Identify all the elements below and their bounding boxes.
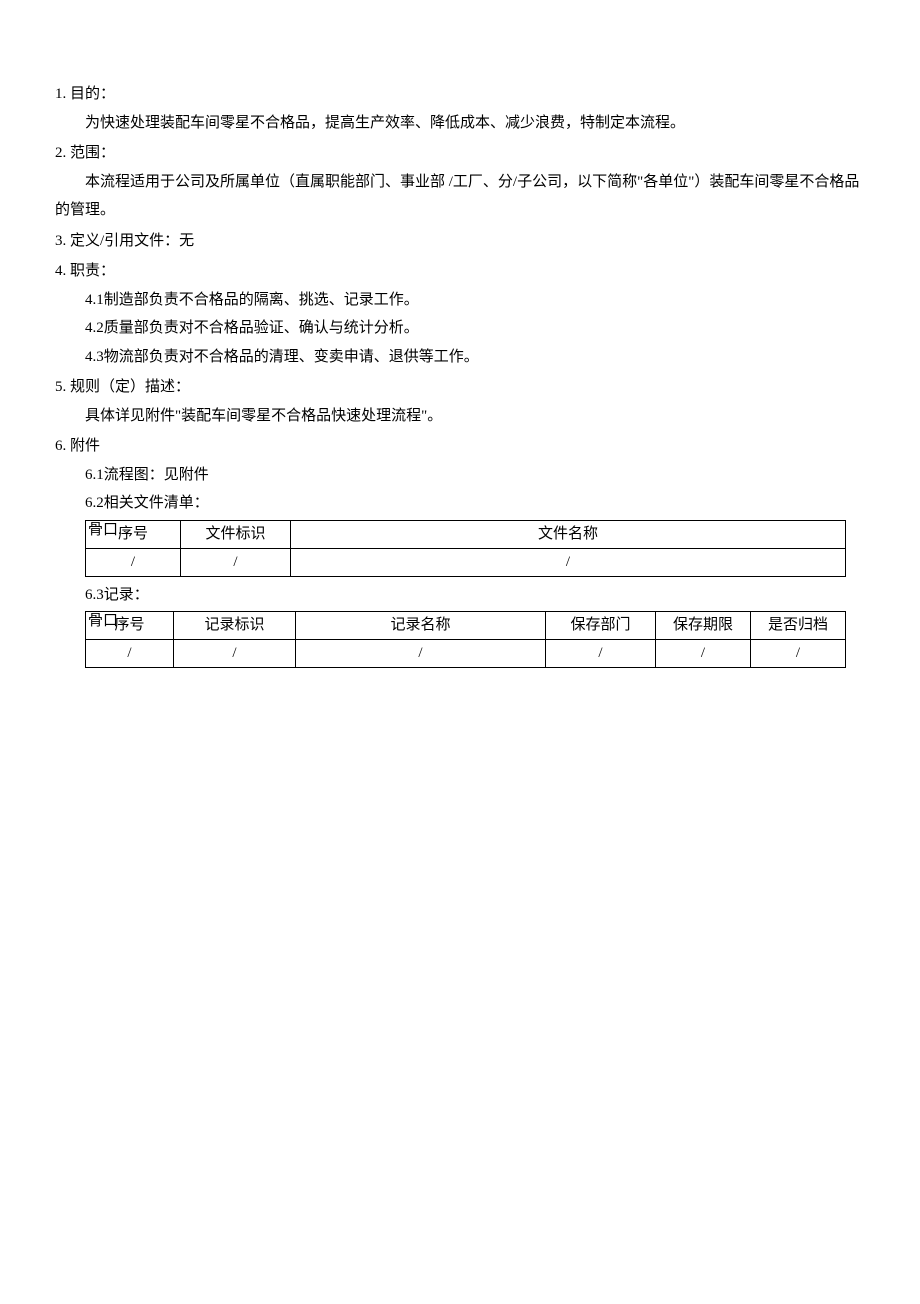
section-6-sub1: 6.1流程图：见附件 (55, 461, 865, 490)
section-4: 4. 职责： 4.1制造部负责不合格品的隔离、挑选、记录工作。 4.2质量部负责… (55, 257, 865, 371)
section-6-heading: 6. 附件 (55, 432, 865, 461)
section-6-sub2: 6.2相关文件清单： (55, 489, 865, 518)
section-4-item-2: 4.2质量部负责对不合格品验证、确认与统计分析。 (55, 314, 865, 343)
section-6-sub3: 6.3记录： (55, 581, 865, 610)
section-4-item-3: 4.3物流部负责对不合格品的清理、变卖申请、退供等工作。 (55, 343, 865, 372)
section-1-body: 为快速处理装配车间零星不合格品，提高生产效率、降低成本、减少浪费，特制定本流程。 (55, 109, 865, 138)
section-3: 3. 定义/引用文件：无 (55, 227, 865, 256)
section-5-heading: 5. 规则（定）描述： (55, 373, 865, 402)
table-header-cell: 记录名称 (296, 612, 546, 640)
table-row: / / / (86, 548, 846, 576)
table-cell: / (751, 640, 846, 668)
table-cell: / (174, 640, 296, 668)
section-5-body: 具体详见附件"装配车间零星不合格品快速处理流程"。 (55, 402, 865, 431)
table-header-cell: 文件名称 (291, 520, 846, 548)
table-header-cell: 是否归档 (751, 612, 846, 640)
table-header-cell: 记录标识 (174, 612, 296, 640)
section-4-heading: 4. 职责： (55, 257, 865, 286)
overlay-text: 骨口 (88, 611, 118, 632)
section-2-heading: 2. 范围： (55, 139, 865, 168)
table-header-row: 骨口. 序号 文件标识 文件名称 (86, 520, 846, 548)
section-1-heading: 1. 目的： (55, 80, 865, 109)
table-header-cell: 保存部门 (546, 612, 656, 640)
records-table: 骨口 序号 记录标识 记录名称 保存部门 保存期限 是否归档 / / / / /… (85, 611, 846, 668)
table-cell: / (291, 548, 846, 576)
section-2-body: 本流程适用于公司及所属单位（直属职能部门、事业部 /工厂、分/子公司，以下简称"… (55, 168, 865, 225)
section-1: 1. 目的： 为快速处理装配车间零星不合格品，提高生产效率、降低成本、减少浪费，… (55, 80, 865, 137)
section-3-heading: 3. 定义/引用文件：无 (55, 227, 865, 256)
table-cell: / (656, 640, 751, 668)
section-5: 5. 规则（定）描述： 具体详见附件"装配车间零星不合格品快速处理流程"。 (55, 373, 865, 430)
table-cell: / (546, 640, 656, 668)
table-cell: / (86, 548, 181, 576)
overlay-text: 骨口. (88, 520, 122, 541)
table-header-cell: 骨口. 序号 (86, 520, 181, 548)
table-cell: / (296, 640, 546, 668)
table-row: / / / / / / (86, 640, 846, 668)
table-header-cell: 文件标识 (181, 520, 291, 548)
documents-table: 骨口. 序号 文件标识 文件名称 / / / (85, 520, 846, 577)
table-header-row: 骨口 序号 记录标识 记录名称 保存部门 保存期限 是否归档 (86, 612, 846, 640)
table-header-cell: 保存期限 (656, 612, 751, 640)
section-6: 6. 附件 6.1流程图：见附件 6.2相关文件清单： 骨口. 序号 文件标识 … (55, 432, 865, 668)
section-2: 2. 范围： 本流程适用于公司及所属单位（直属职能部门、事业部 /工厂、分/子公… (55, 139, 865, 225)
table-header-cell: 骨口 序号 (86, 612, 174, 640)
table-cell: / (86, 640, 174, 668)
section-4-item-1: 4.1制造部负责不合格品的隔离、挑选、记录工作。 (55, 286, 865, 315)
table-cell: / (181, 548, 291, 576)
